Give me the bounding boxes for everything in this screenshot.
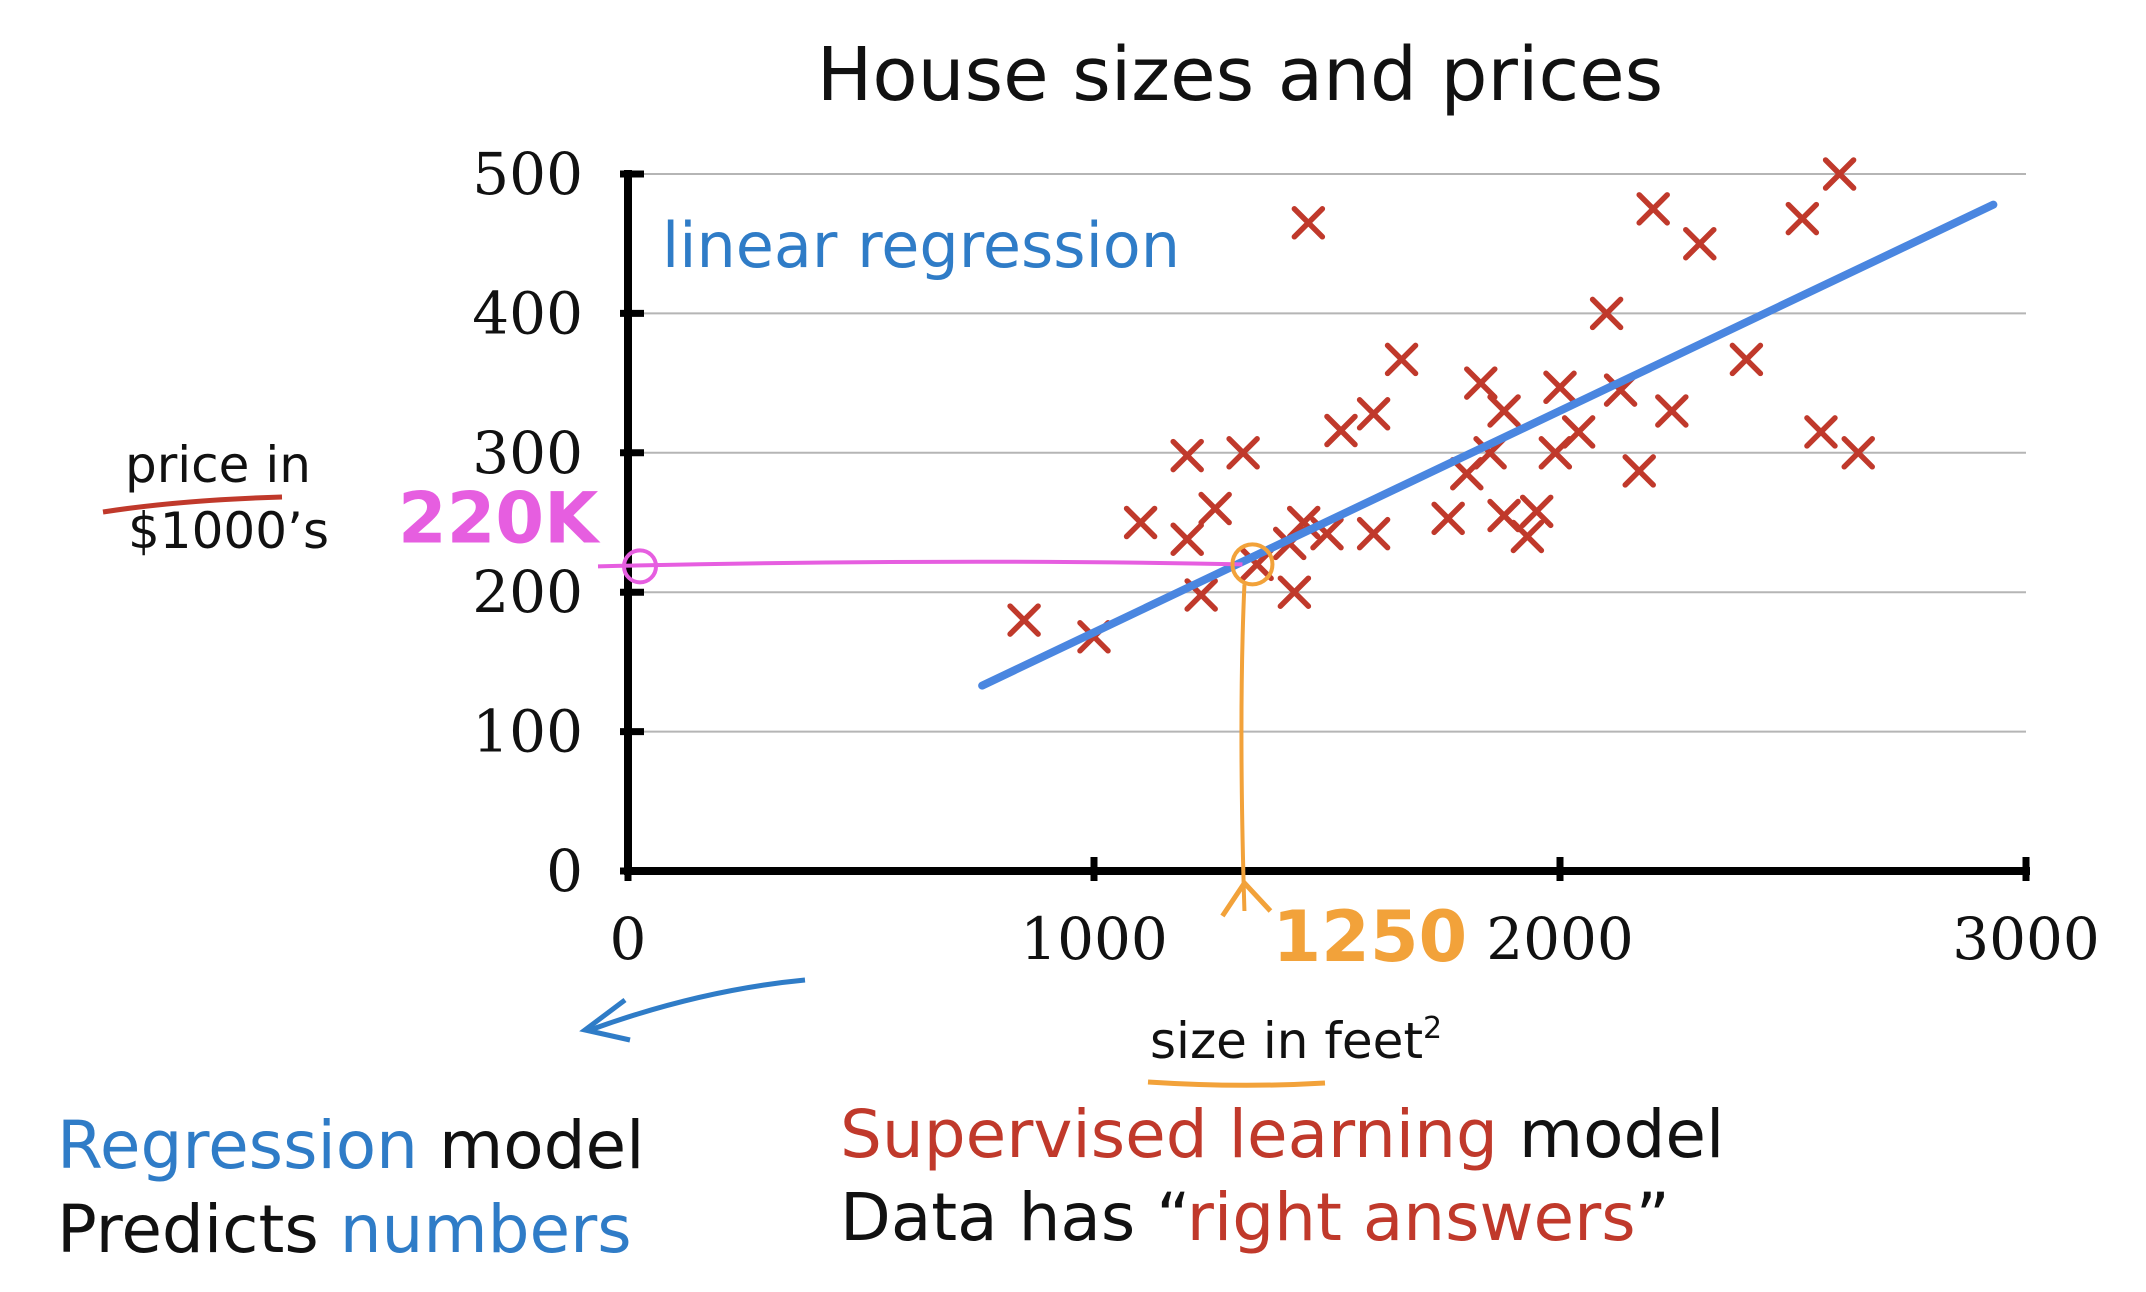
note-predicts-word: Predicts xyxy=(57,1191,340,1268)
y-tick-label: 0 xyxy=(546,837,583,905)
regression-line xyxy=(978,200,1998,690)
data-point xyxy=(1123,505,1158,540)
annotation-horizontal-line xyxy=(597,559,1243,569)
axes xyxy=(620,170,2030,881)
note-right-answers-words: right answers xyxy=(1187,1179,1636,1256)
data-point xyxy=(1170,438,1204,473)
x-tick-label: 1000 xyxy=(1020,905,1168,973)
y-axis-label-line2: $1000’s xyxy=(128,502,329,560)
y-tick-label: 100 xyxy=(472,698,583,766)
annotation-y-value: 220K xyxy=(398,477,601,559)
note-regression-word: Regression xyxy=(57,1107,418,1184)
note-supervised-learning: Supervised learning model xyxy=(840,1096,1724,1173)
x-axis-label-underline xyxy=(1147,1079,1326,1088)
data-point xyxy=(1589,296,1624,331)
data-point xyxy=(1487,394,1521,428)
data-point xyxy=(1324,413,1358,448)
series-label-linear-regression: linear regression xyxy=(662,209,1180,282)
annotation-vertical-line xyxy=(1239,584,1247,912)
data-point xyxy=(1007,603,1041,637)
data-point xyxy=(1785,201,1820,236)
data-point xyxy=(1226,436,1260,470)
y-axis-label-underline xyxy=(102,494,283,515)
data-point xyxy=(1822,157,1857,191)
data-point xyxy=(1277,575,1312,609)
note-model-word: model xyxy=(418,1107,645,1184)
data-point xyxy=(1384,342,1419,377)
annotation-point-circle xyxy=(1230,542,1275,587)
x-axis-label-text: size in feet xyxy=(1150,1012,1423,1070)
data-point xyxy=(1510,519,1545,554)
y-axis-label-line1: price in xyxy=(125,436,311,494)
x-tick-label: 2000 xyxy=(1486,905,1634,973)
data-point xyxy=(1543,370,1577,405)
note-numbers-word: numbers xyxy=(340,1191,632,1268)
data-point xyxy=(1804,415,1838,449)
annotation-x-value: 1250 xyxy=(1272,896,1467,978)
data-point xyxy=(1683,226,1717,261)
note-model-word-2: model xyxy=(1498,1096,1725,1173)
note-regression-model: Regression model xyxy=(57,1107,645,1184)
data-point xyxy=(1291,206,1326,240)
data-point xyxy=(1561,415,1596,449)
data-point xyxy=(1519,494,1554,529)
data-point xyxy=(1170,522,1204,556)
annotations: 220K 1250 xyxy=(398,477,1467,978)
data-point xyxy=(1729,342,1764,377)
x-tick-label: 0 xyxy=(610,905,647,973)
gridlines xyxy=(628,173,2026,733)
y-tick-label: 500 xyxy=(472,140,583,208)
note-predicts-numbers: Predicts numbers xyxy=(57,1191,632,1268)
data-point xyxy=(1356,397,1391,431)
note-data-has: Data has “ xyxy=(840,1179,1187,1256)
x-axis-label-superscript: 2 xyxy=(1423,1011,1442,1046)
x-tick-label: 3000 xyxy=(1952,905,2100,973)
data-point xyxy=(1356,516,1391,551)
y-tick-label: 300 xyxy=(472,419,583,487)
blue-arrow-icon xyxy=(589,977,806,1033)
regression-line-group xyxy=(978,200,1998,690)
data-point xyxy=(1464,366,1498,400)
annotation-arrow-icon xyxy=(1220,878,1273,918)
data-point xyxy=(1198,491,1232,526)
data-point xyxy=(1636,192,1670,226)
data-point xyxy=(1655,394,1689,428)
y-tick-labels: 0 100 200 300 400 500 xyxy=(472,140,583,905)
y-tick-label: 200 xyxy=(472,558,583,626)
x-tick-labels: 0 1000 2000 3000 xyxy=(610,905,2100,973)
annotation-y-circle xyxy=(622,548,658,585)
data-point xyxy=(1841,436,1875,470)
note-right-answers: Data has “right answers” xyxy=(840,1179,1670,1256)
data-point xyxy=(1431,501,1465,536)
note-close-quote: ” xyxy=(1636,1179,1670,1256)
chart-title: House sizes and prices xyxy=(817,32,1663,118)
blue-arrow-head-icon xyxy=(579,998,631,1043)
note-supervised-learning-words: Supervised learning xyxy=(840,1096,1498,1173)
data-point xyxy=(1622,454,1656,488)
x-axis-label: size in feet2 xyxy=(1150,1011,1442,1070)
y-tick-label: 400 xyxy=(472,279,583,347)
